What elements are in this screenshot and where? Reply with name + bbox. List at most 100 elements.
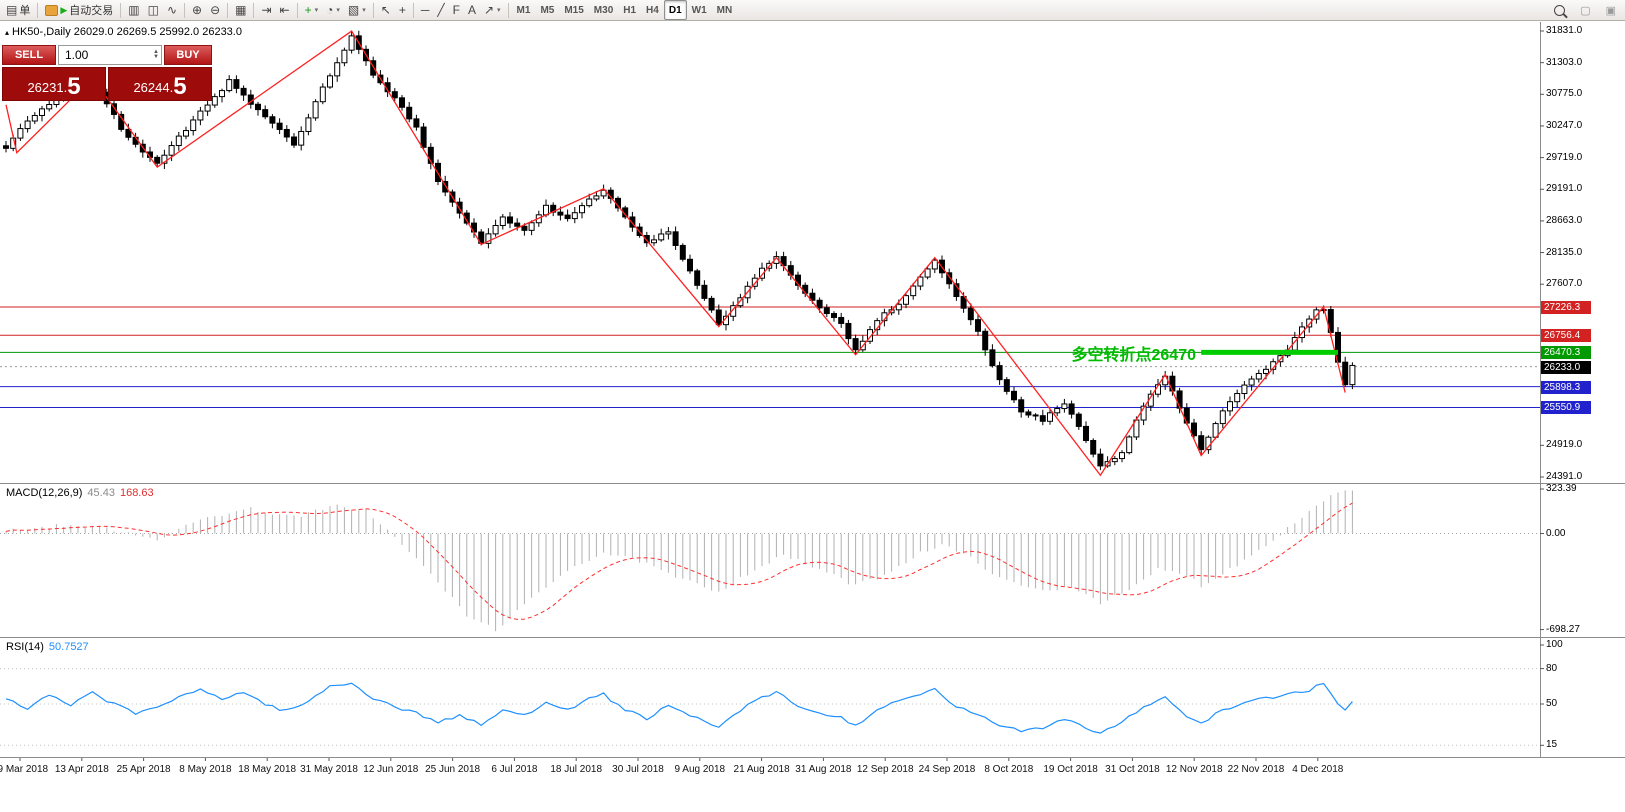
panel-separators: [0, 22, 1625, 761]
tf-h1-label: H1: [623, 4, 637, 16]
trade-panel-prices: 26231. 5 26244. 5: [2, 67, 212, 101]
indicators-button[interactable]: + ▾: [301, 0, 323, 20]
date-axis-label: 25 Apr 2018: [116, 764, 171, 775]
price-axis[interactable]: 31831.0 31303.0 30775.0 30247.0 29719.0 29191…: [1540, 0, 1625, 812]
chart-shift-button[interactable]: ⇤: [276, 0, 294, 20]
crosshair-button[interactable]: +: [395, 0, 410, 20]
date-axis-label: 24 Sep 2018: [918, 764, 976, 775]
tf-mn-label: MN: [716, 4, 733, 16]
stepper-down-icon[interactable]: ▼: [153, 54, 159, 60]
periods-button[interactable]: ◔ ▾: [322, 0, 344, 20]
zoom-out-button[interactable]: ⊖: [206, 0, 224, 20]
price-level-tag: 26756.4: [1541, 329, 1591, 343]
fibonacci-button[interactable]: F: [449, 0, 464, 20]
tf-h4-label: H4: [646, 4, 659, 16]
trendline-icon: ╱: [437, 3, 445, 17]
tf-m5-button[interactable]: M5: [535, 0, 559, 20]
price-axis-tick: 28135.0: [1546, 246, 1583, 258]
new-order-icon: ▤: [6, 3, 18, 17]
candlestick-chart-button[interactable]: ◫: [144, 0, 163, 20]
sell-price-main: 26231.: [27, 80, 68, 95]
toolbar-separator: [412, 2, 414, 18]
windows-list-button[interactable]: ▣: [1602, 0, 1620, 20]
tf-m30-label: M30: [593, 4, 614, 16]
price-axis-tick: 30775.0: [1546, 88, 1583, 100]
date-axis-label: 25 Jun 2018: [425, 764, 481, 775]
sell-price-pips: 5: [67, 73, 81, 100]
search-icon: [1554, 4, 1566, 16]
sell-price-button[interactable]: 26231. 5: [2, 67, 106, 101]
arrows-icon: ↗: [483, 3, 495, 17]
date-axis-label: 12 Sep 2018: [856, 764, 914, 775]
tf-h1-button[interactable]: H1: [618, 0, 641, 20]
periods-icon: ◔: [326, 3, 334, 17]
line-chart-button[interactable]: ∿: [163, 0, 181, 20]
buy-button[interactable]: BUY: [164, 45, 212, 65]
macd-label: MACD(12,26,9) 45.43 168.63: [6, 487, 154, 499]
date-axis-label: 31 Aug 2018: [795, 764, 852, 775]
price-axis-tick: 31831.0: [1546, 25, 1583, 36]
volume-stepper[interactable]: ▲ ▼: [153, 49, 159, 60]
date-axis-label: 29 Mar 2018: [0, 764, 49, 775]
sell-button[interactable]: SELL: [2, 45, 56, 65]
templates-button[interactable]: ▧ ▾: [344, 0, 370, 20]
new-window-icon: ▢: [1580, 4, 1591, 17]
horizontal-line-button[interactable]: ─: [417, 0, 434, 20]
bar-chart-icon: ▥: [128, 3, 140, 17]
date-axis-label: 19 Oct 2018: [1043, 764, 1098, 775]
zoom-in-icon: ⊕: [192, 3, 203, 17]
zoom-in-button[interactable]: ⊕: [188, 0, 206, 20]
stepper-up-icon[interactable]: ▲: [153, 49, 159, 55]
cursor-icon: ↖: [380, 3, 391, 17]
rsi-axis-tick: 80: [1546, 662, 1558, 674]
date-axis-label: 8 Oct 2018: [984, 764, 1034, 775]
date-axis-label: 22 Nov 2018: [1227, 764, 1285, 775]
price-axis-tick: 24919.0: [1546, 439, 1583, 451]
tf-h4-button[interactable]: H4: [641, 0, 664, 20]
new-order-button[interactable]: ▤ 单: [2, 0, 34, 20]
macd-axis-tick: -698.27: [1546, 623, 1580, 635]
price-level-tag: 25898.3: [1541, 380, 1591, 394]
toolbar-separator: [372, 2, 374, 18]
tf-d1-button[interactable]: D1: [663, 0, 687, 20]
dropdown-arrow-icon: ▾: [336, 7, 340, 14]
date-axis-label: 18 May 2018: [238, 764, 297, 775]
volume-input[interactable]: 1.00 ▲ ▼: [58, 45, 162, 65]
bar-chart-button[interactable]: ▥: [124, 0, 143, 20]
text-button[interactable]: A: [464, 0, 480, 20]
tile-windows-button[interactable]: ▦: [231, 0, 250, 20]
cursor-button[interactable]: ↖: [377, 0, 395, 20]
autotrading-button[interactable]: ▶ 自动交易: [41, 0, 117, 20]
macd-main-value: 45.43: [87, 487, 115, 499]
toolbar-separator: [296, 2, 298, 18]
toolbar-right-group: ▢ ▣: [1550, 0, 1623, 20]
auto-scroll-button[interactable]: ⇥: [257, 0, 275, 20]
zigzag-line: [5, 30, 1346, 477]
turning-point-level-line[interactable]: [1201, 349, 1338, 355]
tf-mn-button[interactable]: MN: [712, 0, 738, 20]
collapse-chart-icon[interactable]: ▴: [5, 28, 10, 37]
templates-icon: ▧: [347, 3, 360, 17]
price-level-tag: 26470.3: [1541, 346, 1591, 360]
arrows-button[interactable]: ↗ ▾: [480, 0, 505, 20]
trendline-button[interactable]: ╱: [433, 0, 448, 20]
new-window-button[interactable]: ▢: [1576, 0, 1594, 20]
tf-m15-button[interactable]: M15: [559, 0, 588, 20]
toolbar-separator: [184, 2, 186, 18]
price-axis-tick: 29719.0: [1546, 151, 1583, 163]
toolbar: ▤ 单 ▶ 自动交易 ▥ ◫ ∿ ⊕ ⊖ ▦ ⇥ ⇤ + ▾ ◔ ▾ ▧ ▾ ↖ + ─ ╱ F A ↗ ▾ M1 M5 M15 M30 H…: [0, 0, 1625, 21]
rsi-axis-tick: 15: [1546, 739, 1558, 751]
tf-m1-button[interactable]: M1: [512, 0, 536, 20]
turning-point-annotation: 多空转折点26470: [1071, 347, 1197, 364]
autotrading-icon: [45, 4, 59, 16]
search-button[interactable]: [1550, 0, 1569, 20]
macd-name: MACD(12,26,9): [6, 487, 83, 499]
toolbar-separator: [120, 2, 122, 18]
date-axis-label: 13 Apr 2018: [54, 764, 109, 775]
date-axis[interactable]: 29 Mar 2018 13 Apr 2018 25 Apr 2018 8 May 2…: [0, 758, 1540, 780]
tf-w1-button[interactable]: W1: [687, 0, 712, 20]
tf-m30-button[interactable]: M30: [589, 0, 618, 20]
toolbar-separator: [253, 2, 255, 18]
buy-price-button[interactable]: 26244. 5: [108, 67, 212, 101]
